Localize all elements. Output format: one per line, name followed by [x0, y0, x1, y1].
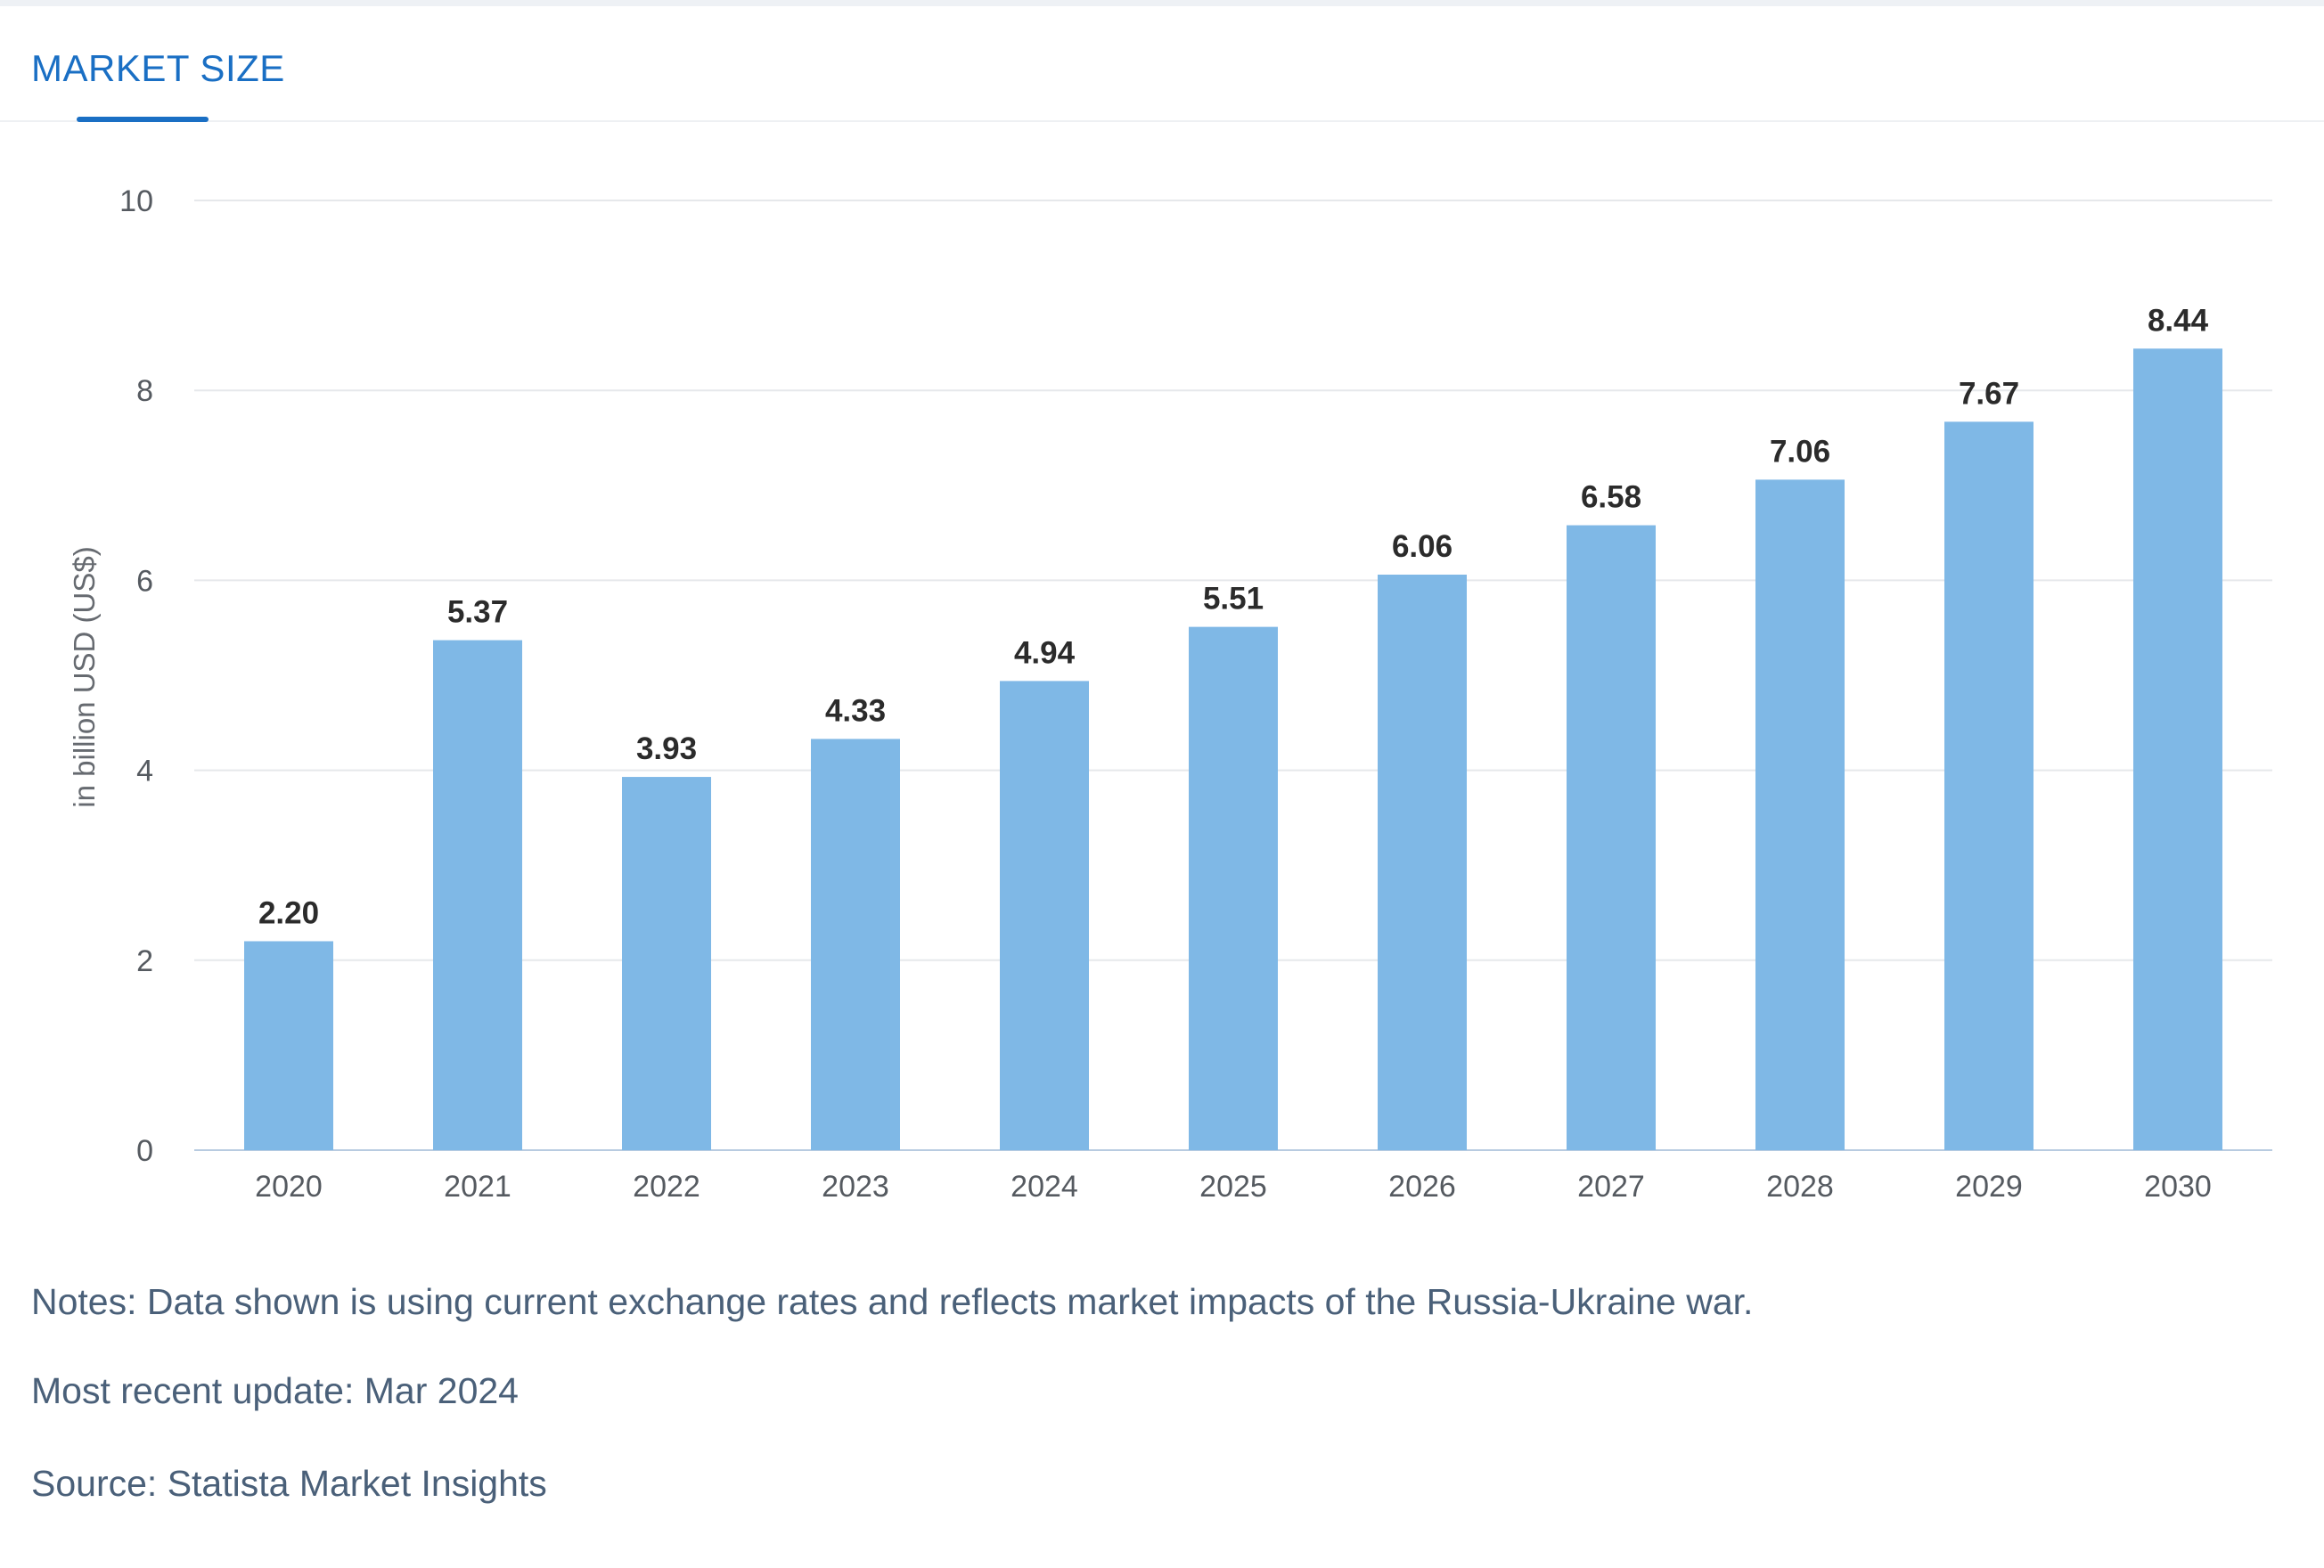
x-tick-label: 2030 [2144, 1170, 2212, 1204]
x-tick-label: 2029 [1955, 1170, 2023, 1204]
y-tick-label: 2 [136, 944, 153, 978]
top-strip [0, 0, 2324, 6]
tab-market-size[interactable]: MARKET SIZE [31, 47, 285, 89]
notes-text: Notes: Data shown is using current excha… [31, 1281, 1754, 1322]
y-tick-label: 4 [136, 755, 153, 788]
x-tick-label: 2027 [1577, 1170, 1645, 1204]
bar [2133, 348, 2222, 1150]
x-tick-label: 2022 [633, 1170, 700, 1204]
bar-value-label: 3.93 [636, 731, 697, 766]
bar-value-label: 5.51 [1203, 582, 1264, 617]
bar-value-label: 7.67 [1959, 376, 2019, 411]
y-tick-label: 0 [136, 1134, 153, 1168]
bar-value-label: 5.37 [447, 595, 508, 630]
active-tab-indicator [77, 117, 209, 122]
x-tick-label: 2028 [1766, 1170, 1834, 1204]
tab-bar: MARKET SIZE [0, 6, 2324, 122]
bar-value-label: 8.44 [2148, 303, 2209, 338]
x-tick-label: 2021 [444, 1170, 511, 1204]
bar [244, 941, 333, 1150]
bar [1944, 421, 2034, 1150]
update-text: Most recent update: Mar 2024 [31, 1370, 519, 1411]
bar-value-label: 6.58 [1581, 480, 1641, 515]
x-tick-label: 2020 [255, 1170, 323, 1204]
bar [811, 739, 900, 1150]
bar [1000, 681, 1089, 1150]
y-tick-label: 10 [119, 184, 153, 218]
bar [1567, 525, 1656, 1150]
source-text: Source: Statista Market Insights [31, 1463, 547, 1504]
x-tick-label: 2023 [822, 1170, 889, 1204]
y-tick-label: 6 [136, 564, 153, 598]
y-tick-label: 8 [136, 374, 153, 408]
market-size-bar-chart: 0 2 4 6 8 10 2.20 2020 5.37 2021 3.93 2022 4.33 2023 4… [68, 184, 2272, 1204]
bar [1755, 479, 1845, 1150]
bar-value-label: 7.06 [1770, 434, 1830, 469]
bar-value-label: 4.94 [1014, 635, 1076, 670]
y-axis-label: in billion USD (US$) [68, 546, 101, 807]
bar [622, 777, 711, 1150]
x-tick-label: 2024 [1011, 1170, 1078, 1204]
bar-value-label: 2.20 [258, 895, 319, 930]
x-tick-label: 2026 [1388, 1170, 1456, 1204]
bar-value-label: 4.33 [825, 693, 886, 728]
x-tick-label: 2025 [1199, 1170, 1267, 1204]
bar [433, 640, 522, 1150]
bar-value-label: 6.06 [1392, 529, 1452, 564]
bar [1378, 575, 1467, 1150]
bar [1189, 626, 1278, 1150]
